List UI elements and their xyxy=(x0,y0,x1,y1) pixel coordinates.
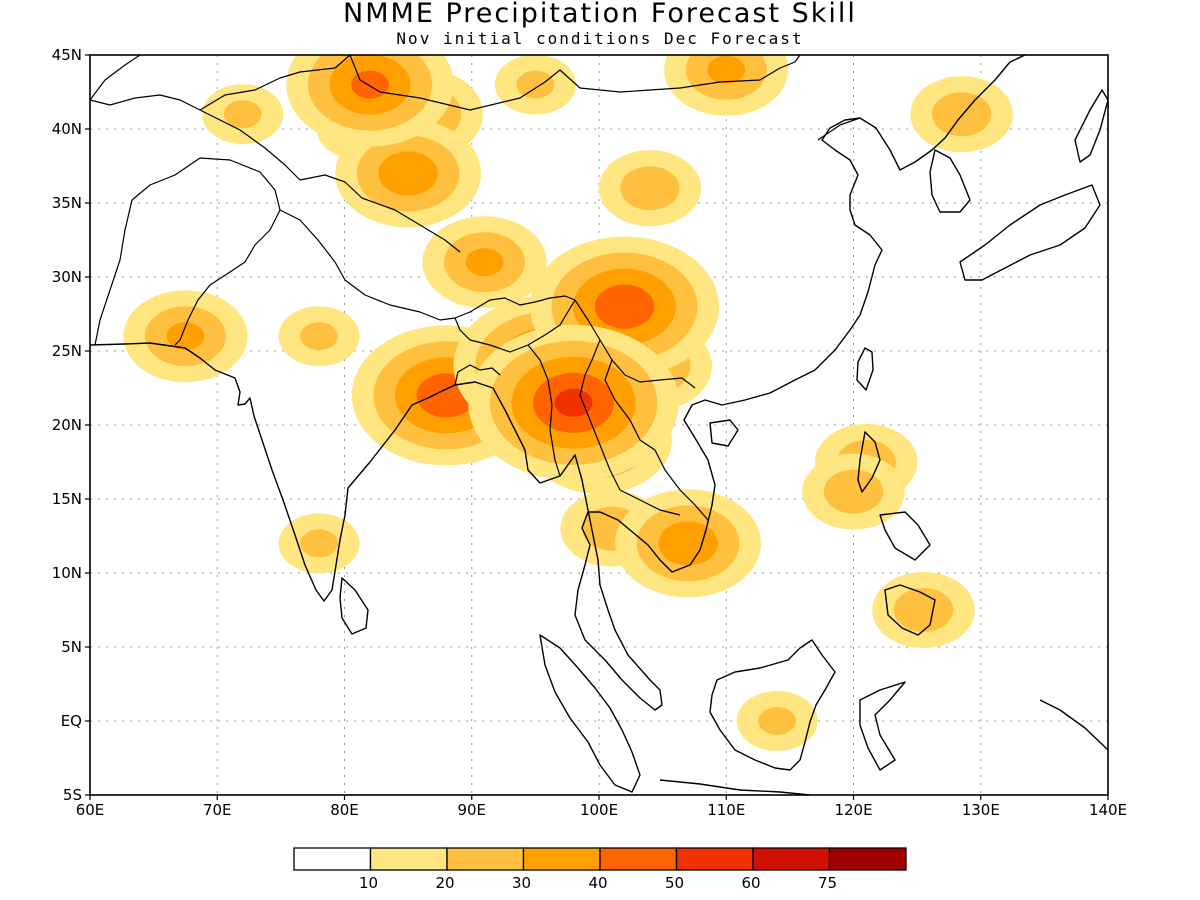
colorbar-swatch xyxy=(828,847,907,871)
lat-tick-label: 25N xyxy=(52,342,82,360)
lon-tick-label: 70E xyxy=(203,801,232,819)
colorbar-label: 75 xyxy=(818,874,837,892)
lat-tick-label: 5N xyxy=(61,638,82,656)
coastline-new-guinea xyxy=(1039,699,1108,751)
colorbar-label: 60 xyxy=(741,874,760,892)
coastline-korea xyxy=(929,149,971,213)
colorbar-label: 10 xyxy=(359,874,378,892)
lat-tick-label: 15N xyxy=(52,490,82,508)
skill-contour xyxy=(300,529,338,558)
colorbar-label: 40 xyxy=(588,874,607,892)
lat-tick-label: 20N xyxy=(52,416,82,434)
skill-contour xyxy=(707,55,746,84)
skill-contour xyxy=(758,707,797,735)
skill-contour xyxy=(893,588,954,632)
coastline-hainan xyxy=(709,419,739,447)
skill-contour xyxy=(658,521,718,566)
skill-contour xyxy=(378,151,438,196)
skill-contour xyxy=(223,100,262,129)
colorbar-label: 30 xyxy=(512,874,531,892)
colorbar-swatch xyxy=(369,847,448,871)
coastline-java xyxy=(659,779,811,795)
lon-tick-label: 130E xyxy=(962,801,1000,819)
border-lines xyxy=(90,55,861,521)
lat-tick-label: 5S xyxy=(63,786,82,804)
colorbar-swatch xyxy=(446,847,525,871)
coastline-sri-lanka xyxy=(339,577,369,635)
coastline-sumatra xyxy=(539,634,641,793)
skill-contour xyxy=(465,248,504,277)
lon-tick-label: 90E xyxy=(457,801,486,819)
coastline-taiwan xyxy=(856,347,874,391)
coastline-visayas xyxy=(879,511,931,561)
map-title: NMME Precipitation Forecast Skill xyxy=(343,0,857,29)
colorbar-swatch xyxy=(599,847,678,871)
coastline-luzon xyxy=(857,431,881,493)
colorbar-label: 20 xyxy=(435,874,454,892)
lon-tick-label: 100E xyxy=(580,801,618,819)
colorbar-label: 50 xyxy=(665,874,684,892)
coastline-sulawesi xyxy=(859,681,906,771)
skill-contour xyxy=(931,92,992,137)
colorbar: 10 20 30 40 50 60 75 xyxy=(293,847,907,892)
skill-field xyxy=(123,55,1013,751)
coastline-japan xyxy=(959,184,1101,281)
lat-tick-label: EQ xyxy=(61,712,82,730)
colorbar-swatch xyxy=(293,847,372,871)
skill-contour xyxy=(516,70,555,99)
coastline-mainland xyxy=(90,55,1026,711)
coastline-borneo xyxy=(709,639,836,771)
lat-tick-label: 10N xyxy=(52,564,82,582)
skill-contour xyxy=(554,388,593,417)
lat-tick-label: 45N xyxy=(52,46,82,64)
lon-tick-label: 140E xyxy=(1089,801,1127,819)
lon-tick-label: 120E xyxy=(834,801,872,819)
coastline-japan-north xyxy=(1074,89,1108,163)
map-subtitle: Nov initial conditions Dec Forecast xyxy=(396,29,804,48)
lat-tick-label: 40N xyxy=(52,120,82,138)
skill-contour xyxy=(594,284,655,329)
colorbar-swatch xyxy=(675,847,754,871)
lat-tick-label: 30N xyxy=(52,268,82,286)
skill-contour xyxy=(300,322,338,351)
lat-tick-label: 35N xyxy=(52,194,82,212)
lon-tick-label: 110E xyxy=(707,801,745,819)
lon-tick-label: 60E xyxy=(76,801,105,819)
skill-contour xyxy=(823,469,884,514)
colorbar-swatch xyxy=(752,847,831,871)
coastline-mindanao xyxy=(884,584,936,636)
skill-contour xyxy=(620,166,680,211)
coastlines-and-borders xyxy=(90,55,1108,795)
lon-tick-label: 80E xyxy=(330,801,359,819)
colorbar-swatch xyxy=(522,847,601,871)
skill-contour xyxy=(351,70,389,99)
